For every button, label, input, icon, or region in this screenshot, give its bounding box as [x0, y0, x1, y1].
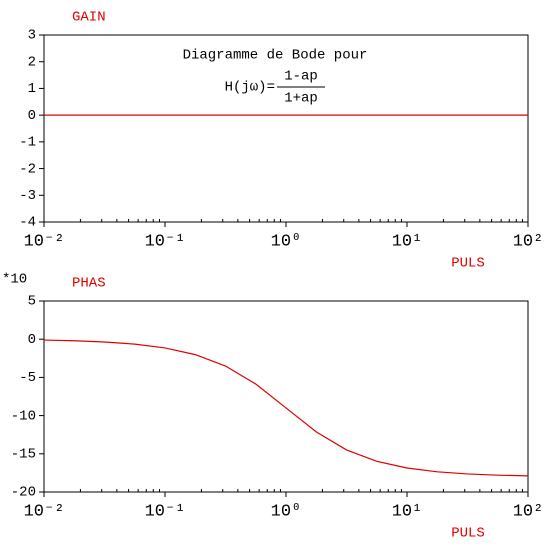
- y-tick-label: 0: [28, 108, 36, 124]
- y-tick-label: -1: [19, 135, 36, 151]
- x-axis-label: PULS: [451, 526, 485, 542]
- y-tick-label: -10: [11, 408, 36, 424]
- x-tick-label: 10⁻²: [24, 502, 65, 521]
- chart-title: Diagramme de Bode pour: [183, 48, 368, 64]
- y-tick-label: -3: [19, 188, 36, 204]
- x-axis-label: PULS: [451, 256, 485, 272]
- y-axis-label: PHAS: [72, 276, 106, 292]
- y-tick-label: 5: [28, 294, 36, 310]
- x-tick-label: 10⁰: [271, 502, 302, 521]
- y-tick-label: -20: [11, 485, 36, 501]
- y-tick-label: -2: [19, 161, 36, 177]
- plot-frame: [43, 300, 529, 493]
- x-tick-label: 10⁻²: [24, 232, 65, 251]
- y-tick-label: -4: [19, 215, 36, 231]
- x-tick-label: 10²: [513, 502, 544, 521]
- x-tick-label: 10⁻¹: [145, 232, 186, 251]
- y-tick-label: 2: [28, 54, 36, 70]
- x-tick-label: 10⁰: [271, 232, 302, 251]
- y-tick-label: 1: [28, 81, 36, 97]
- y-axis-label: GAIN: [72, 10, 106, 26]
- formula-denominator: 1+ap: [284, 91, 318, 107]
- y-multiplier: *10: [2, 272, 27, 288]
- x-tick-label: 10⁻¹: [145, 502, 186, 521]
- y-tick-label: -15: [11, 447, 36, 463]
- formula-numerator: 1-ap: [284, 69, 318, 85]
- y-tick-label: 3: [28, 28, 36, 44]
- x-tick-label: 10¹: [392, 232, 423, 251]
- y-tick-label: -5: [19, 370, 36, 386]
- x-tick-label: 10²: [513, 232, 544, 251]
- x-tick-label: 10¹: [392, 502, 423, 521]
- data-line: [43, 339, 529, 477]
- y-tick-label: 0: [28, 332, 36, 348]
- formula-lhs: H(jω)=: [225, 80, 275, 96]
